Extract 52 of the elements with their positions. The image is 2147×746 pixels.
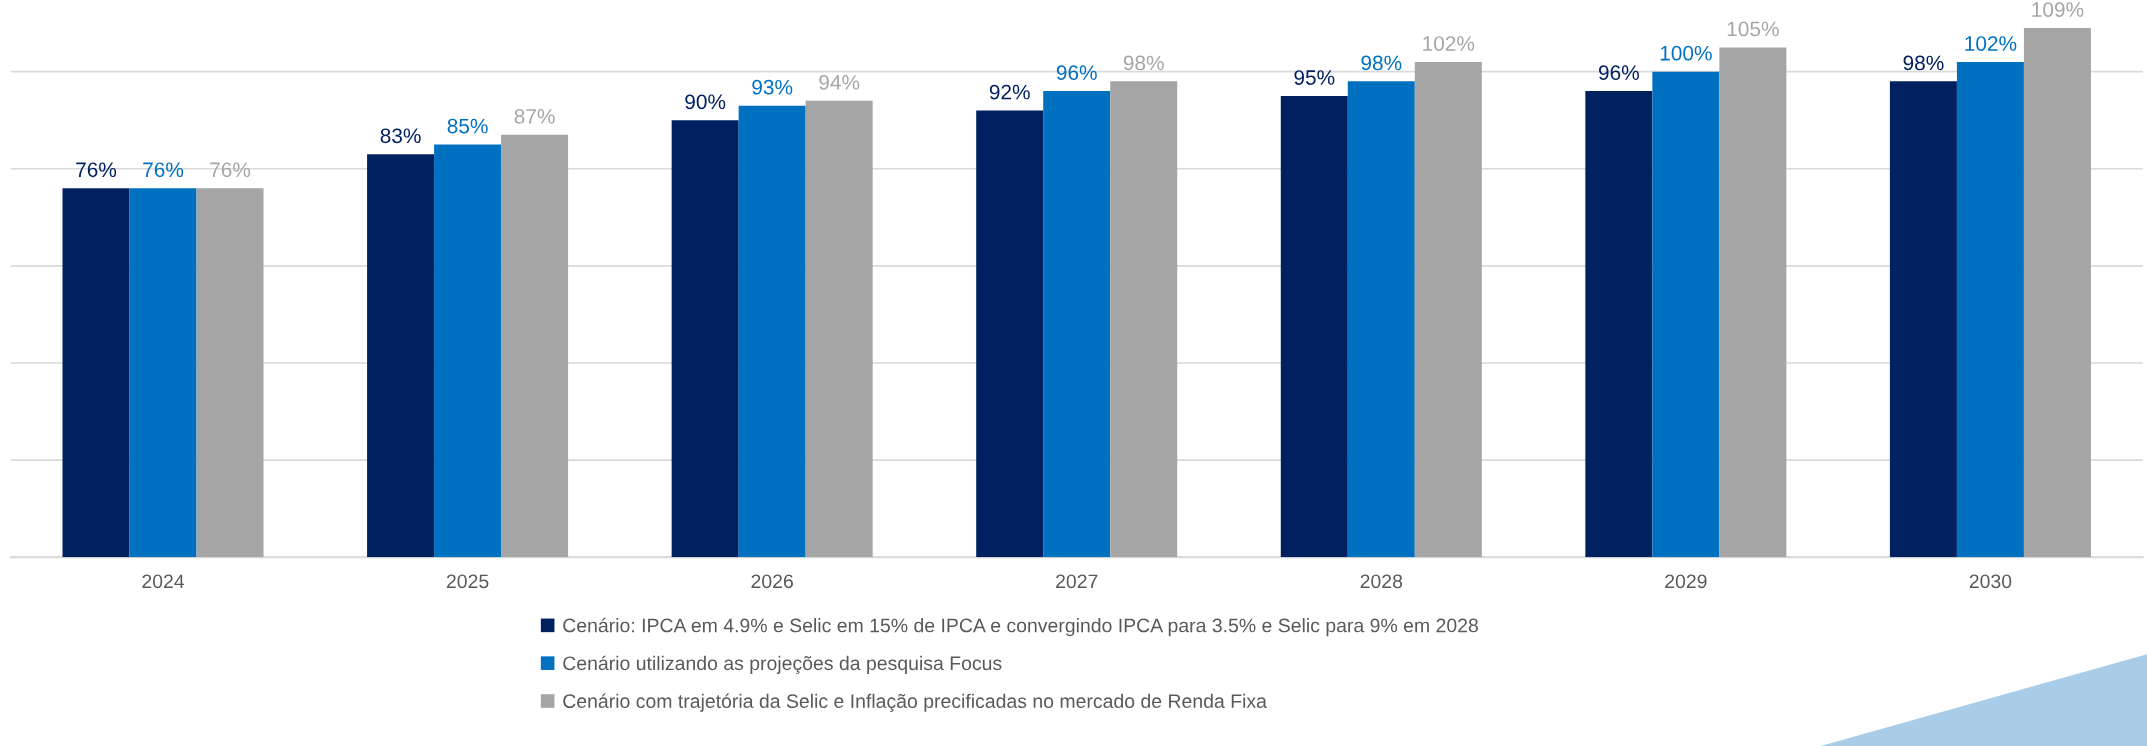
data-label: 96% [1598,65,1639,81]
x-tick-label: 2027 [1056,574,1098,589]
data-label: 98% [1903,55,1944,71]
bar [196,188,264,558]
x-tick-label: 2030 [1969,574,2012,589]
bar [1110,81,1178,558]
data-label: 105% [1727,21,1779,37]
bar [434,144,502,558]
bar [738,105,806,558]
x-tick-label: 2028 [1360,574,1403,589]
bar [671,120,739,558]
bar [1043,91,1111,558]
data-label: 76% [143,162,184,178]
data-label: 100% [1660,45,1712,61]
data-label: 102% [1965,36,2017,51]
bar [1719,47,1787,558]
bar [1652,71,1720,558]
data-label: 96% [1056,65,1097,81]
data-label: 76% [76,162,117,178]
data-label: 85% [447,118,488,134]
data-label: 92% [989,84,1030,100]
bar [129,188,197,558]
bar [805,100,873,558]
x-tick-label: 2026 [751,574,793,589]
legend-label: Cenário com trajetória da Selic e Inflação precificadas no mercado de Renda Fixa [563,693,1267,712]
x-tick-label: 2025 [446,574,489,589]
data-label: 98% [1123,55,1164,71]
x-tick-label: 2024 [142,574,185,589]
bar [1280,95,1348,558]
data-label: 87% [514,108,555,124]
data-label: 95% [1294,70,1335,85]
bar [1889,81,1957,558]
bar [976,110,1044,558]
data-label: 98% [1361,55,1402,71]
data-label: 94% [819,74,860,90]
bar [1414,61,1482,558]
data-label: 102% [1423,36,1475,51]
data-label: 76% [210,162,251,178]
bar [2023,27,2091,558]
bar [501,134,569,558]
bar [367,154,435,558]
data-label: 90% [685,94,726,110]
x-tick-label: 2029 [1665,574,1707,589]
bar [1956,61,2024,558]
bar [62,188,130,558]
data-label: 109% [2032,2,2084,17]
data-label: 83% [380,128,421,144]
legend-label: Cenário utilizando as projeções da pesquisa Focus [563,655,1002,675]
bar [1347,81,1415,558]
legend-label: Cenário: IPCA em 4.9% e Selic em 15% de IPCA e convergindo IPCA para 3.5% e Selic para 9% em 2028 [563,617,1478,637]
data-label: 93% [752,79,793,95]
bar [1585,91,1653,558]
